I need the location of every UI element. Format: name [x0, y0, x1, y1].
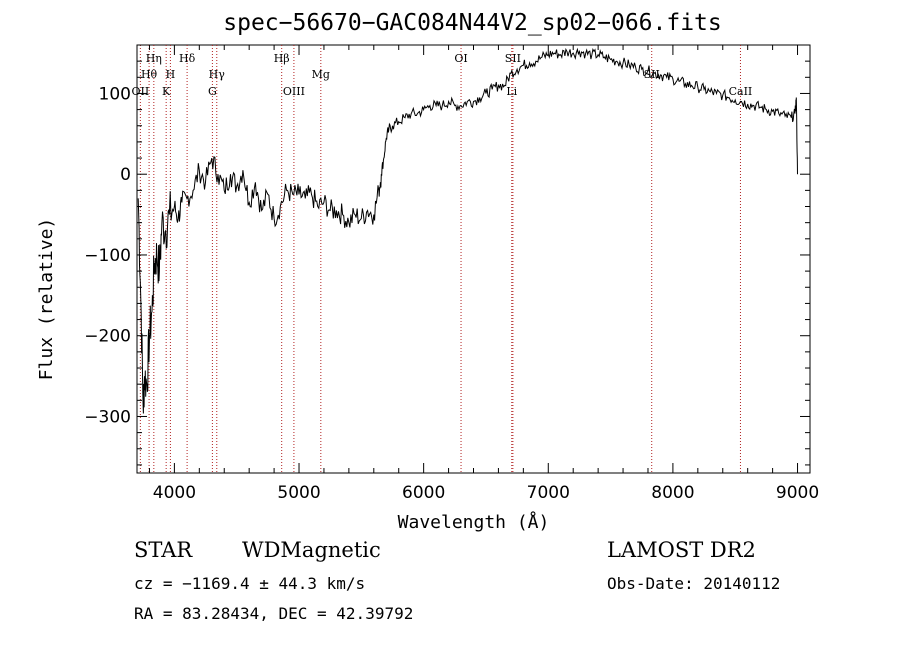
spectral-line-label: Hη	[146, 52, 162, 65]
spectral-line-label: Hδ	[179, 52, 196, 65]
spectrum-series-line	[137, 47, 798, 414]
x-axis: 4000 5000 6000 7000 8000 9000	[148, 45, 819, 503]
spectral-line-markers	[139, 45, 741, 473]
spectral-line-label: CaII	[729, 85, 753, 98]
x-tick-label: 7000	[527, 483, 570, 503]
plot-frame	[136, 44, 811, 474]
ra-dec-coordinates: RA = 83.28434, DEC = 42.39792	[134, 604, 414, 623]
y-tick-label: 0	[120, 165, 131, 185]
y-tick-label: −300	[84, 407, 131, 427]
x-tick-label: 6000	[402, 483, 445, 503]
spectral-line-label: G	[208, 85, 217, 98]
y-axis-label: Flux (relative)	[36, 218, 57, 381]
chart-title: spec−56670−GAC084N44V2_sp02−066.fits	[223, 10, 722, 36]
object-type: STAR	[134, 538, 193, 562]
spectral-line-label: H	[166, 68, 176, 81]
y-tick-label: −100	[84, 246, 131, 266]
y-tick-label: 100	[99, 84, 131, 104]
spectral-line-label: Hβ	[274, 52, 290, 65]
spectral-line-label: Li	[506, 85, 517, 98]
y-tick-label: −200	[84, 327, 131, 347]
x-tick-label: 8000	[651, 483, 694, 503]
x-axis-label: Wavelength (Å)	[398, 511, 550, 533]
spectral-line-label: Hθ	[141, 68, 158, 81]
spectral-line-label: Mg	[312, 68, 330, 81]
spectral-line-label: OI	[454, 52, 467, 65]
survey-name: LAMOST DR2	[607, 538, 756, 562]
spectral-line-label: Hγ	[209, 68, 226, 81]
x-tick-label: 5000	[277, 483, 320, 503]
spectral-line-label: K	[162, 85, 171, 98]
x-tick-label: 9000	[776, 483, 819, 503]
y-axis: −300 −200 −100 0 100	[84, 44, 810, 466]
object-subclass: WDMagnetic	[242, 538, 381, 562]
spectral-line-label: OII	[132, 85, 150, 98]
x-tick-label: 4000	[153, 483, 196, 503]
redshift-velocity: cz = −1169.4 ± 44.3 km/s	[134, 574, 366, 593]
observation-date: Obs-Date: 20140112	[607, 574, 781, 593]
spectral-line-label: SII	[505, 52, 521, 65]
spectral-line-label: OIII	[283, 85, 305, 98]
